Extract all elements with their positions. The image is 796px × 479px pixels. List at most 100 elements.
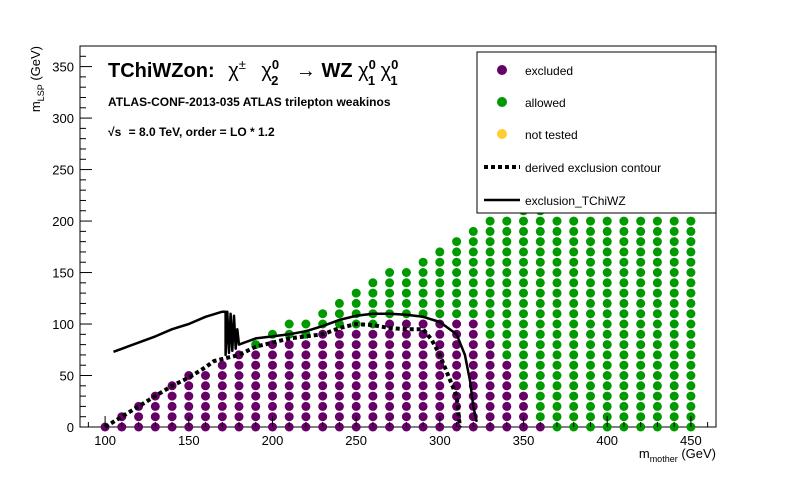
excluded-point (368, 329, 378, 339)
allowed-point (652, 391, 662, 401)
allowed-point (535, 391, 545, 401)
allowed-point (586, 278, 595, 288)
allowed-point (586, 247, 595, 257)
allowed-point (435, 298, 445, 308)
allowed-point (452, 247, 462, 257)
allowed-point (535, 268, 545, 277)
excluded-point (334, 391, 344, 401)
excluded-point (385, 360, 395, 370)
excluded-point (301, 340, 311, 350)
allowed-point (669, 268, 679, 277)
allowed-point (602, 278, 612, 288)
excluded-point (435, 381, 445, 391)
allowed-point (552, 350, 562, 360)
allowed-point (586, 216, 595, 226)
excluded-point (334, 381, 344, 391)
allowed-point (686, 298, 696, 308)
allowed-point (452, 288, 462, 298)
y-axis-title-main: m (28, 101, 43, 112)
excluded-point (435, 371, 445, 380)
allowed-point (435, 268, 445, 277)
excluded-point (201, 391, 210, 401)
allowed-point (535, 298, 545, 308)
allowed-point (619, 381, 629, 391)
allowed-point (652, 401, 662, 411)
x-tick-label: 100 (94, 433, 116, 448)
allowed-point (485, 309, 495, 319)
title-chi-neutral: χ (261, 60, 272, 82)
allowed-point (652, 268, 662, 277)
legend-marker (497, 65, 507, 75)
allowed-point (602, 371, 612, 380)
allowed-point (552, 278, 562, 288)
allowed-point (535, 226, 545, 236)
legend-label: allowed (525, 96, 566, 110)
excluded-point (502, 401, 512, 411)
allowed-point (636, 216, 646, 226)
allowed-point (669, 309, 679, 319)
allowed-point (418, 288, 428, 298)
allowed-point (586, 340, 595, 350)
excluded-point (251, 381, 261, 391)
allowed-point (636, 237, 646, 247)
allowed-point (652, 412, 662, 422)
excluded-point (268, 381, 277, 391)
allowed-point (519, 309, 528, 319)
excluded-point (201, 412, 210, 422)
allowed-point (552, 401, 562, 411)
allowed-point (602, 350, 612, 360)
excluded-point (452, 360, 462, 370)
excluded-point (418, 360, 428, 370)
allowed-point (636, 309, 646, 319)
allowed-point (636, 329, 646, 339)
excluded-point (452, 319, 462, 329)
allowed-point (686, 350, 696, 360)
excluded-point (334, 350, 344, 360)
excluded-point (351, 360, 361, 370)
allowed-point (502, 226, 512, 236)
allowed-point (602, 340, 612, 350)
excluded-point (234, 401, 244, 411)
excluded-point (167, 412, 177, 422)
x-tick-label: 250 (345, 433, 367, 448)
allowed-point (569, 216, 579, 226)
allowed-point (619, 391, 629, 401)
allowed-point (468, 237, 478, 247)
x-tick-label: 450 (680, 433, 702, 448)
allowed-point (636, 226, 646, 236)
excluded-point (284, 401, 294, 411)
excluded-point (401, 340, 411, 350)
allowed-point (502, 288, 512, 298)
allowed-point (686, 278, 696, 288)
excluded-point (150, 412, 160, 422)
allowed-point (686, 391, 696, 401)
allowed-point (502, 268, 512, 277)
excluded-point (334, 340, 344, 350)
allowed-point (569, 340, 579, 350)
excluded-point (351, 371, 361, 380)
allowed-point (652, 350, 662, 360)
excluded-point (284, 350, 294, 360)
allowed-point (636, 319, 646, 329)
energy-rest: = 8.0 TeV, order = LO * 1.2 (129, 125, 275, 139)
excluded-point (485, 360, 495, 370)
allowed-point (669, 371, 679, 380)
allowed-point (652, 216, 662, 226)
allowed-point (652, 257, 662, 267)
allowed-point (535, 257, 545, 267)
excluded-point (452, 371, 462, 380)
excluded-point (485, 412, 495, 422)
allowed-point (686, 226, 696, 236)
allowed-point (669, 350, 679, 360)
allowed-point (602, 257, 612, 267)
allowed-point (602, 309, 612, 319)
excluded-point (401, 329, 411, 339)
allowed-point (502, 237, 512, 247)
excluded-point (418, 371, 428, 380)
excluded-point (351, 391, 361, 401)
allowed-point (552, 371, 562, 380)
allowed-point (552, 340, 562, 350)
allowed-point (552, 237, 562, 247)
excluded-point (401, 319, 411, 329)
excluded-point (418, 319, 428, 329)
